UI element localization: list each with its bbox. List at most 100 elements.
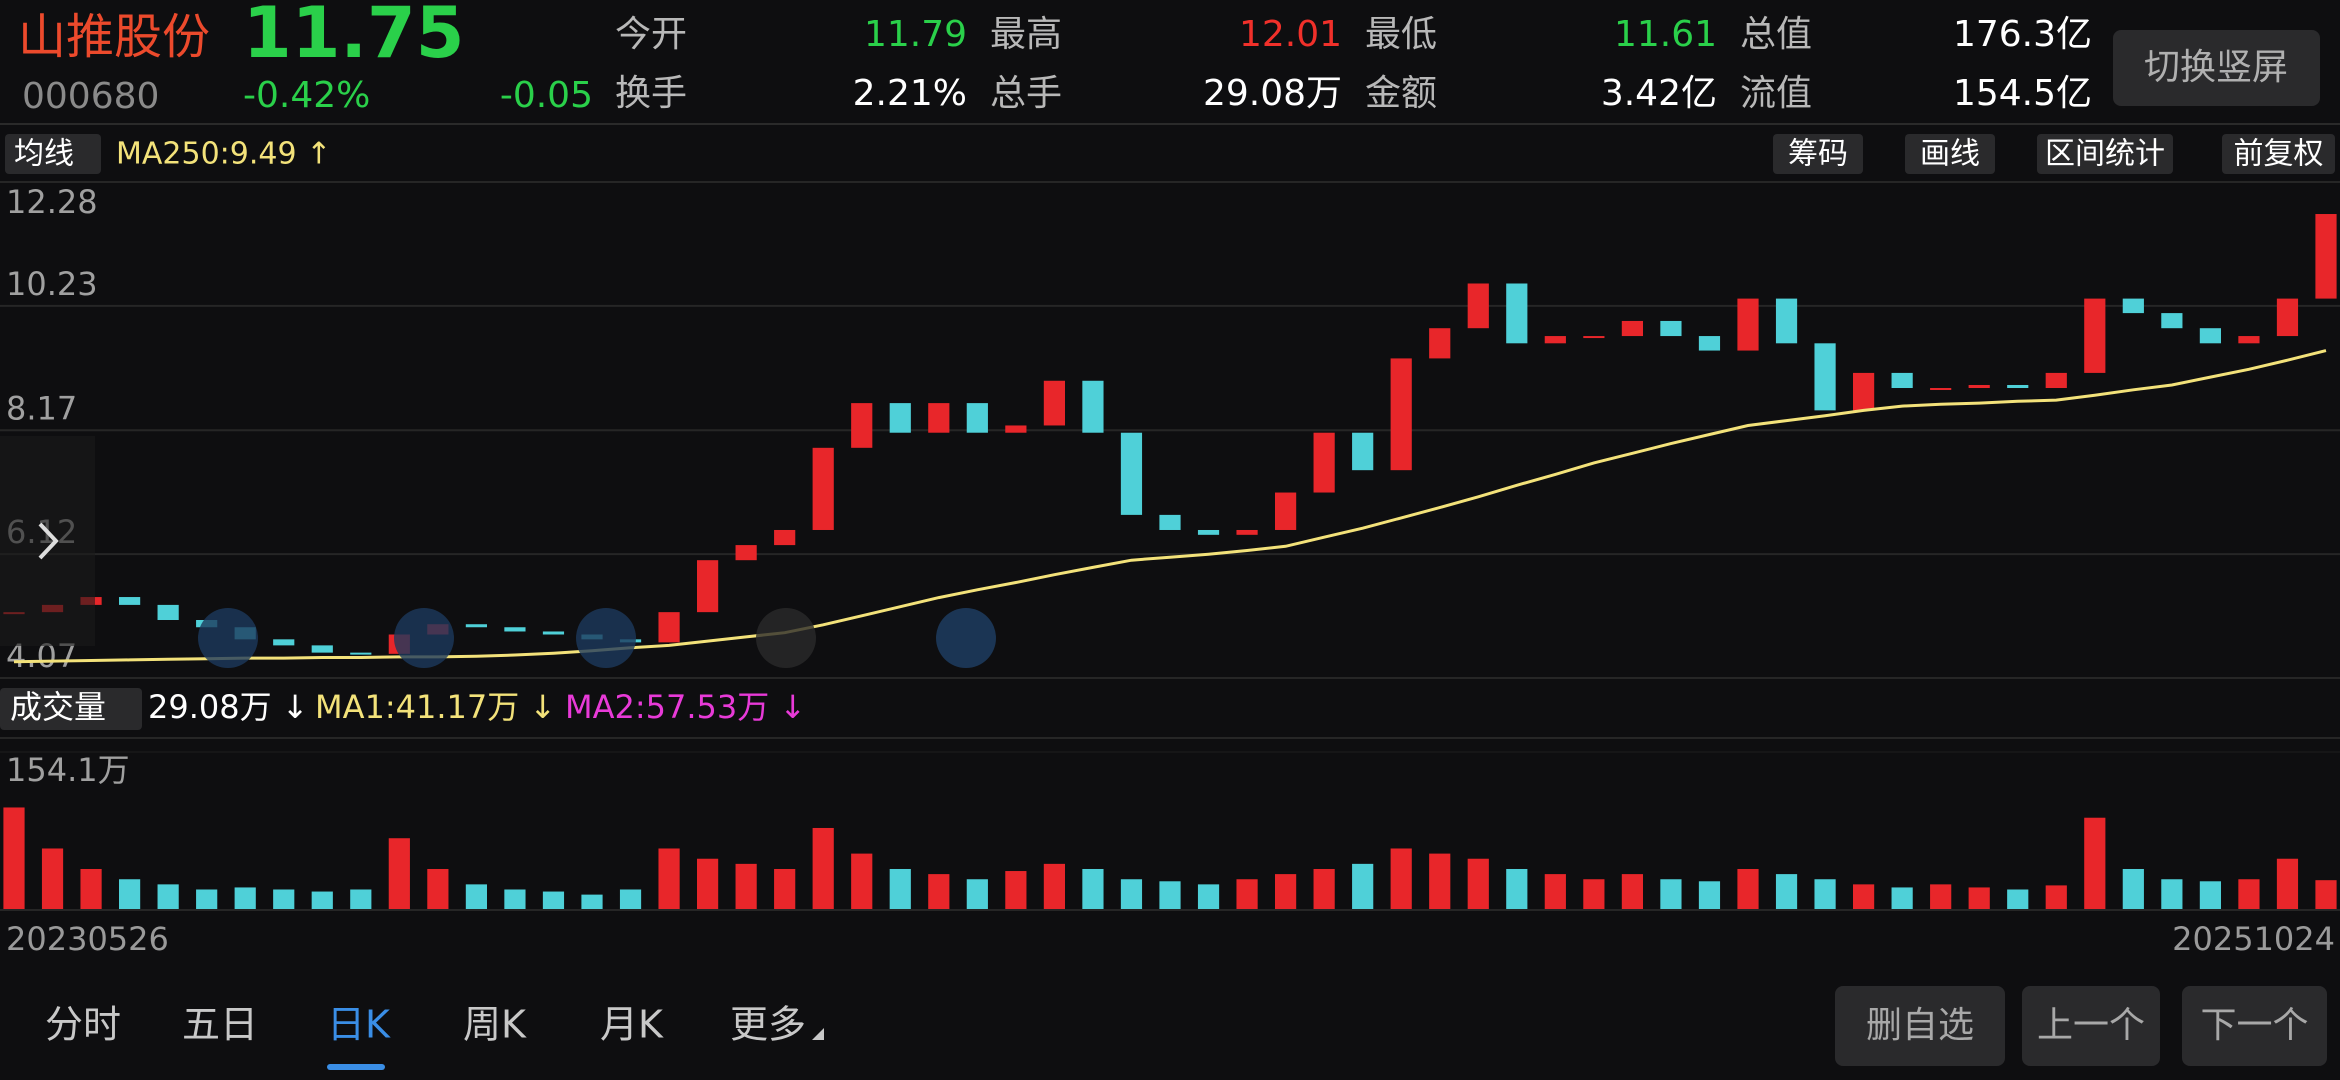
float-icon[interactable] (576, 608, 636, 668)
candle (2238, 336, 2260, 344)
action-button-bg[interactable] (1835, 986, 2005, 1066)
candle (1775, 298, 1798, 344)
volume-bar (2315, 880, 2337, 910)
volume-bar (1737, 868, 1759, 910)
stock-code: 000680 (22, 76, 159, 117)
tab[interactable]: 分时 (45, 1003, 121, 1047)
stat-label: 今开 (615, 14, 687, 55)
side-arrow[interactable] (38, 522, 59, 560)
float-icon[interactable] (936, 608, 996, 668)
stat-value: 11.79 (864, 14, 967, 55)
volume-bar (1660, 879, 1682, 910)
volume-bar (658, 848, 680, 910)
volume-bar (1313, 868, 1335, 910)
candle (1968, 384, 1990, 389)
tab[interactable]: 更多 (730, 1003, 806, 1047)
volume-bar (234, 887, 256, 910)
volume-bar (504, 889, 526, 910)
candle (812, 447, 834, 530)
y-tick-label: 12.28 (6, 183, 98, 221)
y-tick-label: 10.23 (6, 265, 98, 303)
candle (2161, 313, 2183, 329)
volume-bar (1621, 874, 1643, 910)
volume-bar (1120, 879, 1143, 910)
volume-bar (1775, 874, 1798, 910)
volume-bar (774, 868, 796, 910)
volume-indicator-bg[interactable] (0, 688, 142, 730)
tab[interactable]: 五日 (182, 1003, 258, 1047)
volume-bar (889, 868, 911, 910)
stat-label: 最高 (990, 14, 1062, 55)
volume-bar (2084, 817, 2106, 910)
tab[interactable]: 周K (463, 1003, 527, 1047)
tab[interactable]: 月K (600, 1003, 664, 1047)
volume-bar (1698, 881, 1721, 910)
candle (1005, 425, 1027, 433)
tab[interactable]: 日K (327, 1003, 391, 1047)
action-button-bg[interactable] (2182, 986, 2327, 1066)
float-icon[interactable] (198, 608, 258, 668)
candle (1891, 372, 1913, 389)
action-button[interactable]: 删自选 (1866, 1005, 1974, 1046)
candle (1159, 514, 1181, 530)
volume-bar (2007, 889, 2029, 910)
action-button-bg[interactable] (2022, 986, 2160, 1066)
candle (311, 645, 333, 653)
volume-bar (2199, 881, 2221, 910)
side-handle[interactable] (0, 436, 95, 646)
toolbar-button-bg[interactable] (1773, 134, 1863, 174)
volume-bar (3, 807, 25, 910)
candle (119, 597, 141, 605)
candle (1506, 283, 1528, 344)
stat-value: 11.61 (1614, 14, 1717, 55)
float-icon[interactable] (756, 608, 816, 668)
candle (1621, 320, 1643, 337)
volume-bar (1930, 884, 1952, 910)
candle (2084, 298, 2106, 373)
toolbar-button[interactable]: 区间统计 (2045, 137, 2165, 172)
candle (2199, 328, 2221, 344)
stat-value: 2.21% (853, 73, 967, 114)
more-caret (812, 1028, 824, 1040)
candle (542, 631, 565, 635)
stat-label: 最低 (1365, 14, 1437, 55)
candle (1275, 492, 1297, 530)
action-button[interactable]: 下一个 (2200, 1005, 2308, 1046)
volume-bar (697, 858, 719, 910)
toolbar-button[interactable]: 筹码 (1788, 137, 1848, 172)
candle (504, 627, 526, 632)
volume-bar (2122, 868, 2144, 910)
tabs: 分时 五日 日K 周K 月K 更多 (45, 1003, 824, 1070)
candle (966, 403, 988, 433)
toolbar-button[interactable]: 前复权 (2234, 137, 2324, 172)
orientation-button-bg[interactable] (2113, 30, 2320, 106)
stat-label: 流值 (1740, 73, 1812, 114)
candle (1082, 380, 1104, 433)
candle (1390, 358, 1412, 471)
orientation-button[interactable]: 切换竖屏 (2144, 47, 2288, 88)
float-icon[interactable] (394, 608, 454, 668)
candle (1429, 328, 1451, 359)
action-button[interactable]: 上一个 (2037, 1005, 2145, 1046)
toolbar-button-bg[interactable] (2037, 134, 2173, 174)
volume-bar (966, 879, 988, 910)
volume-chart: 154.1万 (0, 737, 2340, 911)
volume-title[interactable]: 成交量 (10, 688, 106, 726)
volume-bar (735, 863, 757, 910)
toolbar-button-bg[interactable] (1905, 134, 1995, 174)
volume-bar (157, 884, 179, 910)
indicator[interactable]: 均线 (14, 137, 74, 172)
candle (851, 403, 873, 448)
stat-value: 154.5亿 (1953, 73, 2092, 114)
volume-bar (1429, 853, 1451, 910)
toolbar-button-bg[interactable] (2222, 134, 2335, 174)
indicator-bg[interactable] (5, 134, 101, 174)
volume-bar (1275, 874, 1297, 910)
toolbar-button[interactable]: 画线 (1920, 137, 1980, 172)
candle (1120, 432, 1143, 515)
volume-bar (1968, 887, 1990, 910)
candle (2045, 372, 2067, 389)
stat-value: 3.42亿 (1601, 73, 1717, 114)
volume-bar (851, 853, 873, 910)
